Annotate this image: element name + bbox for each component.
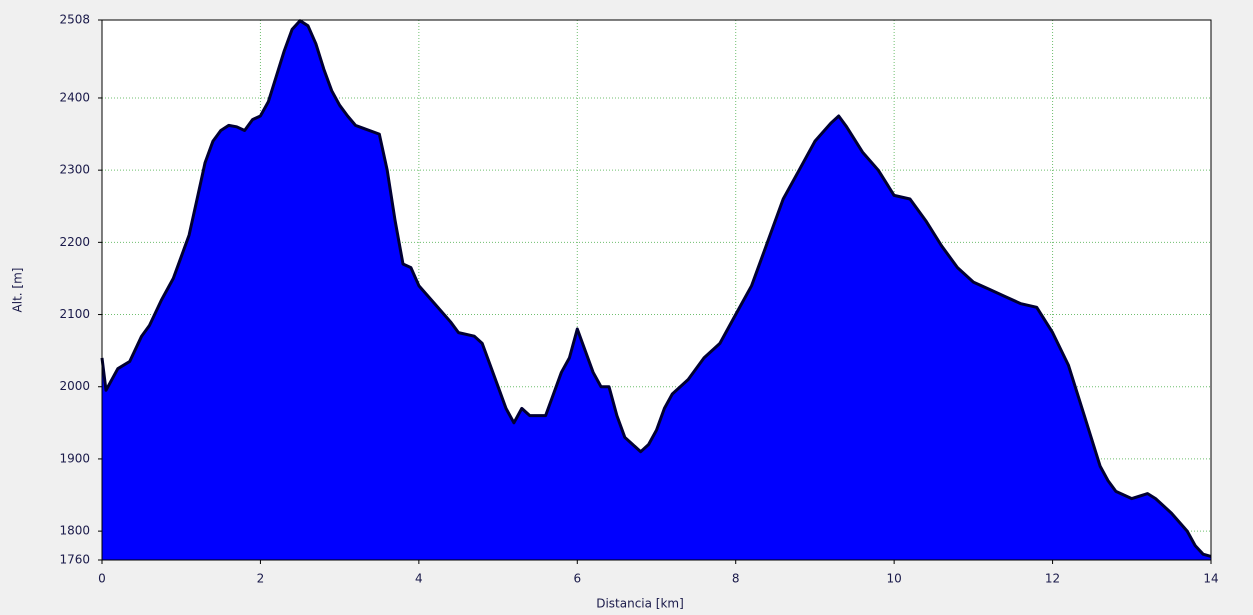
area-fill bbox=[102, 20, 1211, 560]
y-tick-label: 2000 bbox=[59, 379, 90, 393]
y-tick-label: 2508 bbox=[59, 13, 90, 27]
x-tick-label: 0 bbox=[98, 572, 106, 586]
x-tick-label: 12 bbox=[1045, 572, 1060, 586]
plot-frame bbox=[101, 19, 1212, 561]
y-tick-label: 2300 bbox=[59, 163, 90, 177]
y-axis-label: Alt. [m] bbox=[11, 268, 25, 313]
x-tick-label: 4 bbox=[415, 572, 423, 586]
y-tick-label: 1760 bbox=[59, 553, 90, 567]
x-axis-label: Distancia [km] bbox=[596, 597, 684, 611]
y-tick-label: 2200 bbox=[59, 235, 90, 249]
x-tick-label: 8 bbox=[732, 572, 740, 586]
area-outline bbox=[100, 19, 1212, 558]
x-tick-label: 2 bbox=[257, 572, 265, 586]
x-tick-label: 6 bbox=[573, 572, 581, 586]
x-tick-label: 14 bbox=[1203, 572, 1218, 586]
y-tick-label: 2100 bbox=[59, 307, 90, 321]
x-tick-label: 10 bbox=[887, 572, 902, 586]
y-tick-label: 2400 bbox=[59, 90, 90, 104]
y-tick-label: 1800 bbox=[59, 524, 90, 538]
y-tick-label: 1900 bbox=[59, 451, 90, 465]
